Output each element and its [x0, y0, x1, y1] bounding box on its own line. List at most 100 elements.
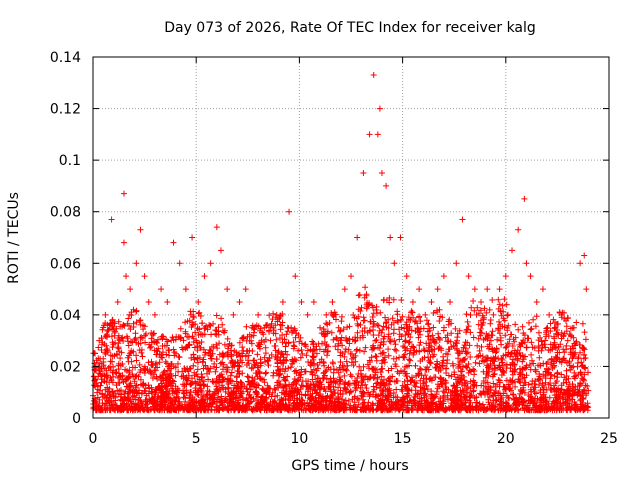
data-point	[428, 298, 435, 305]
data-point	[236, 298, 243, 305]
data-point	[292, 273, 299, 280]
data-point	[298, 298, 305, 305]
data-point	[409, 298, 416, 305]
data-point	[310, 298, 317, 305]
data-point	[261, 324, 268, 331]
data-point	[248, 324, 255, 331]
data-point	[123, 273, 130, 280]
data-point	[304, 311, 311, 318]
data-point	[508, 247, 515, 254]
data-point	[120, 239, 127, 246]
data-point	[360, 170, 367, 177]
data-point	[376, 105, 383, 112]
data-point	[440, 273, 447, 280]
data-point	[335, 324, 342, 331]
data-point	[102, 311, 109, 318]
roti-background-cloud	[90, 284, 592, 414]
data-point	[374, 131, 381, 138]
data-point	[434, 286, 441, 293]
tick-layer: 0 5 10 15 20 25 0 0.02 0.04 0.06 0.08 0.1 0.12 0.14	[50, 50, 618, 447]
data-point	[366, 131, 373, 138]
data-point	[447, 298, 454, 305]
y-tick-label: 0.1	[59, 153, 81, 169]
data-point	[201, 273, 208, 280]
data-point	[127, 286, 134, 293]
data-point	[523, 260, 530, 267]
data-point	[224, 286, 231, 293]
data-point	[546, 311, 553, 318]
y-tick-label: 0	[72, 411, 81, 427]
data-point	[323, 311, 330, 318]
data-point	[502, 273, 509, 280]
x-tick-label: 5	[192, 431, 201, 447]
data-point	[133, 260, 140, 267]
data-point	[108, 216, 115, 223]
data-point	[391, 260, 398, 267]
x-tick-label: 25	[600, 431, 618, 447]
data-point	[387, 234, 394, 241]
data-point	[170, 239, 177, 246]
data-point	[317, 324, 324, 331]
data-point	[422, 311, 429, 318]
x-tick-label: 20	[497, 431, 515, 447]
data-point	[471, 286, 478, 293]
data-point	[207, 260, 214, 267]
data-point	[217, 247, 224, 254]
data-point	[329, 298, 336, 305]
data-point	[484, 286, 491, 293]
data-point	[145, 298, 152, 305]
data-point	[288, 324, 295, 331]
data-point	[552, 324, 559, 331]
data-point	[521, 195, 528, 202]
data-point	[496, 286, 503, 293]
data-point	[267, 337, 274, 344]
data-point	[255, 311, 262, 318]
x-tick-label: 15	[394, 431, 412, 447]
data-point	[570, 324, 577, 331]
data-point	[164, 298, 171, 305]
data-point	[348, 273, 354, 280]
plot-frame	[92, 56, 610, 419]
data-point	[527, 273, 534, 280]
y-tick-label: 0.12	[50, 102, 81, 118]
data-point	[273, 311, 280, 318]
data-point	[490, 311, 497, 318]
data-point	[581, 252, 588, 259]
x-tick-label: 10	[290, 431, 308, 447]
data-point	[354, 234, 361, 241]
chart-title: Day 073 of 2026, Rate Of TEC Index for r…	[164, 20, 536, 36]
y-tick-label: 0.06	[50, 256, 81, 272]
x-axis-label: GPS time / hours	[291, 458, 408, 474]
data-point	[533, 298, 540, 305]
data-point	[515, 226, 522, 233]
data-point	[341, 286, 348, 293]
y-tick-label: 0.02	[50, 359, 81, 375]
data-point	[453, 260, 460, 267]
data-point	[158, 286, 165, 293]
data-point	[96, 337, 103, 344]
data-point	[151, 311, 158, 318]
data-point	[465, 273, 472, 280]
data-point	[383, 182, 390, 189]
data-point	[397, 234, 404, 241]
frame-layer	[92, 56, 610, 419]
data-point	[242, 286, 249, 293]
data-point	[539, 286, 546, 293]
data-point	[182, 286, 189, 293]
data-point	[583, 286, 590, 293]
data-point	[114, 298, 121, 305]
data-layer	[90, 72, 592, 414]
y-tick-label: 0.08	[50, 205, 81, 221]
data-point	[558, 311, 565, 318]
y-axis-label: ROTI / TECUs	[6, 192, 22, 284]
data-point	[230, 311, 237, 318]
data-point	[141, 273, 148, 280]
data-point	[564, 337, 571, 344]
data-point	[195, 298, 202, 305]
x-tick-label: 0	[89, 431, 98, 447]
y-tick-label: 0.04	[50, 308, 81, 324]
data-point	[286, 208, 293, 215]
data-point	[189, 234, 196, 241]
